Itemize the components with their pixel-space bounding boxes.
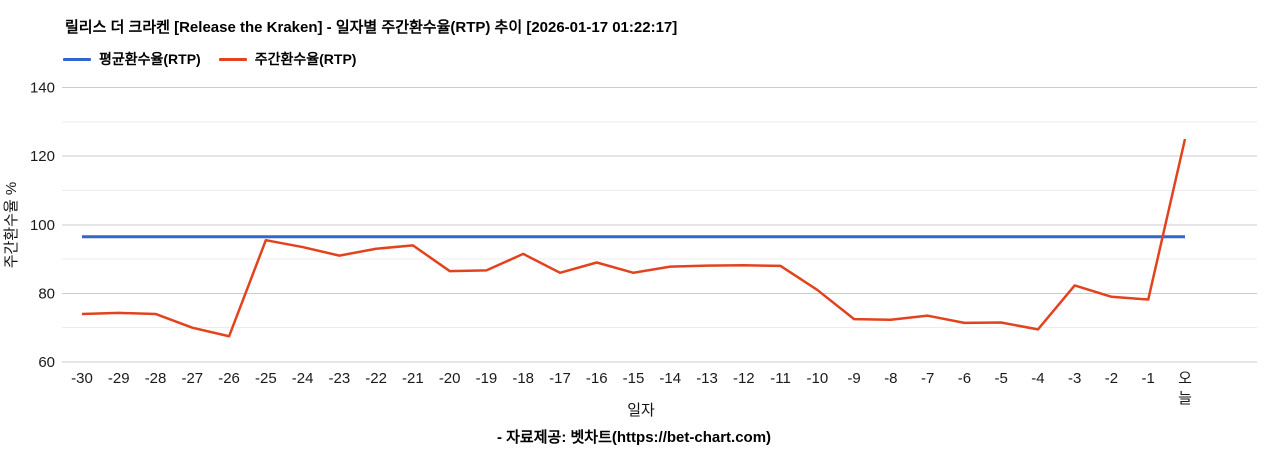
x-tick-label: -4: [1031, 370, 1044, 387]
legend-item-weekly-rtp: 주간환수율(RTP): [218, 49, 357, 69]
x-tick-label: -28: [145, 370, 167, 387]
legend-label: 평균환수율(RTP): [99, 51, 201, 67]
x-tick-label: -11: [770, 370, 791, 387]
weekly-rtp-line: [81, 138, 1187, 338]
y-tick-label: 80: [38, 285, 55, 302]
x-tick-label: -3: [1068, 370, 1081, 387]
x-tick-label: -1: [1142, 370, 1155, 387]
legend-item-average-rtp: 평균환수율(RTP): [63, 49, 201, 69]
x-tick-label: -27: [181, 370, 203, 387]
x-tick-label: -6: [958, 370, 971, 387]
x-tick-label: -15: [623, 370, 645, 387]
y-axis-title: 주간환수율 %: [3, 182, 20, 269]
x-tick-label: -14: [659, 370, 681, 387]
chart-legend: 평균환수율(RTP) 주간환수율(RTP): [63, 49, 356, 69]
x-tick-label: -23: [329, 370, 351, 387]
x-tick-label: -19: [476, 370, 498, 387]
x-axis-title: 일자: [627, 402, 655, 419]
x-tick-label: -18: [512, 370, 534, 387]
x-tick-label: -30: [71, 370, 93, 387]
x-tick-label: -12: [733, 370, 755, 387]
legend-label: 주간환수율(RTP): [254, 51, 357, 67]
x-tick-label: -5: [994, 370, 1007, 387]
x-tick-label: -17: [549, 370, 571, 387]
x-tick-label: -21: [402, 370, 424, 387]
chart-title: 릴리스 더 크라켄 [Release the Kraken] - 일자별 주간환…: [65, 19, 678, 36]
x-tick-label: -24: [292, 370, 314, 387]
x-tick-label: -13: [696, 370, 718, 387]
x-tick-label: -2: [1105, 370, 1118, 387]
x-tick-label: -9: [847, 370, 860, 387]
y-tick-label: 120: [30, 148, 55, 165]
series-lines: [81, 138, 1187, 338]
x-tick-label: -7: [921, 370, 934, 387]
legend-line-swatch: [218, 57, 247, 61]
y-tick-label: 100: [30, 217, 55, 234]
x-tick-label: -20: [439, 370, 461, 387]
y-tick-label: 140: [30, 80, 55, 97]
x-tick-label: -29: [108, 370, 130, 387]
major-gridlines: [62, 87, 1257, 363]
data-source-footer: - 자료제공: 벳차트(https://bet-chart.com): [496, 429, 772, 446]
x-tick-label: -10: [806, 370, 828, 387]
x-tick-label: -22: [365, 370, 387, 387]
legend-line-swatch: [63, 57, 91, 61]
x-tick-label: -26: [218, 370, 240, 387]
y-axis-tick-labels: 60 80 100 120 140: [30, 80, 55, 372]
y-tick-label: 60: [38, 354, 55, 371]
x-tick-label: -16: [586, 370, 608, 387]
x-axis-tick-labels: -30 -29 -28 -27 -26 -25 -24 -23 -22 -21 -20 -19 -18-…: [71, 370, 1192, 407]
x-tick-label: -8: [884, 370, 897, 387]
x-tick-label: -25: [255, 370, 277, 387]
minor-gridlines: [62, 121, 1257, 329]
